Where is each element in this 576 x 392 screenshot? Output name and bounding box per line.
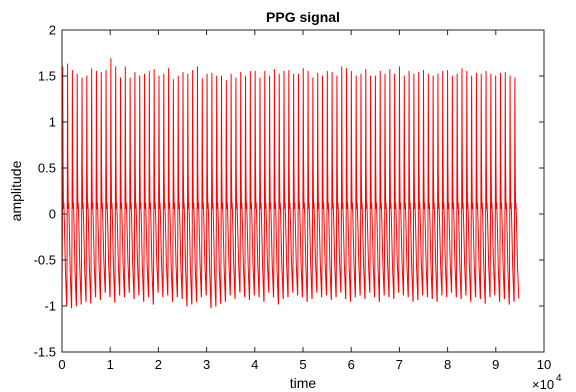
x-tick-label: 6 bbox=[348, 357, 355, 372]
x-tick-label: 5 bbox=[299, 357, 306, 372]
y-tick-label: 1 bbox=[49, 115, 56, 130]
x-tick-label: 9 bbox=[492, 357, 499, 372]
x-tick-label: 8 bbox=[444, 357, 451, 372]
ppg-signal-line bbox=[61, 58, 520, 309]
x-tick-label: 1 bbox=[107, 357, 114, 372]
y-tick-label: -0.5 bbox=[34, 253, 56, 268]
x-exponent-multiplier: ×10 bbox=[532, 377, 554, 392]
series-layer bbox=[61, 58, 520, 309]
y-tick-label: 2 bbox=[49, 23, 56, 38]
x-tick-label: 3 bbox=[203, 357, 210, 372]
x-tick-label: 0 bbox=[58, 357, 65, 372]
chart-title: PPG signal bbox=[266, 9, 340, 25]
y-tick-label: -1.5 bbox=[34, 345, 56, 360]
tick-layer: 0 1 2 3 4 5 6 7 8 9 10 -1.5 -1 -0.5 0 0.5 1 1.5 2 bbox=[34, 23, 552, 373]
y-tick-label: 0.5 bbox=[38, 161, 56, 176]
x-tick-label: 2 bbox=[155, 357, 162, 372]
x-tick-label: 7 bbox=[396, 357, 403, 372]
x-axis-label: time bbox=[290, 375, 317, 391]
y-tick-label: 1.5 bbox=[38, 69, 56, 84]
y-tick-label: 0 bbox=[49, 207, 56, 222]
y-tick-label: -1 bbox=[44, 299, 56, 314]
x-tick-label: 10 bbox=[537, 357, 551, 372]
x-exponent-power: 4 bbox=[556, 373, 562, 384]
x-tick-label: 4 bbox=[251, 357, 258, 372]
y-axis-label: amplitude bbox=[8, 160, 24, 221]
